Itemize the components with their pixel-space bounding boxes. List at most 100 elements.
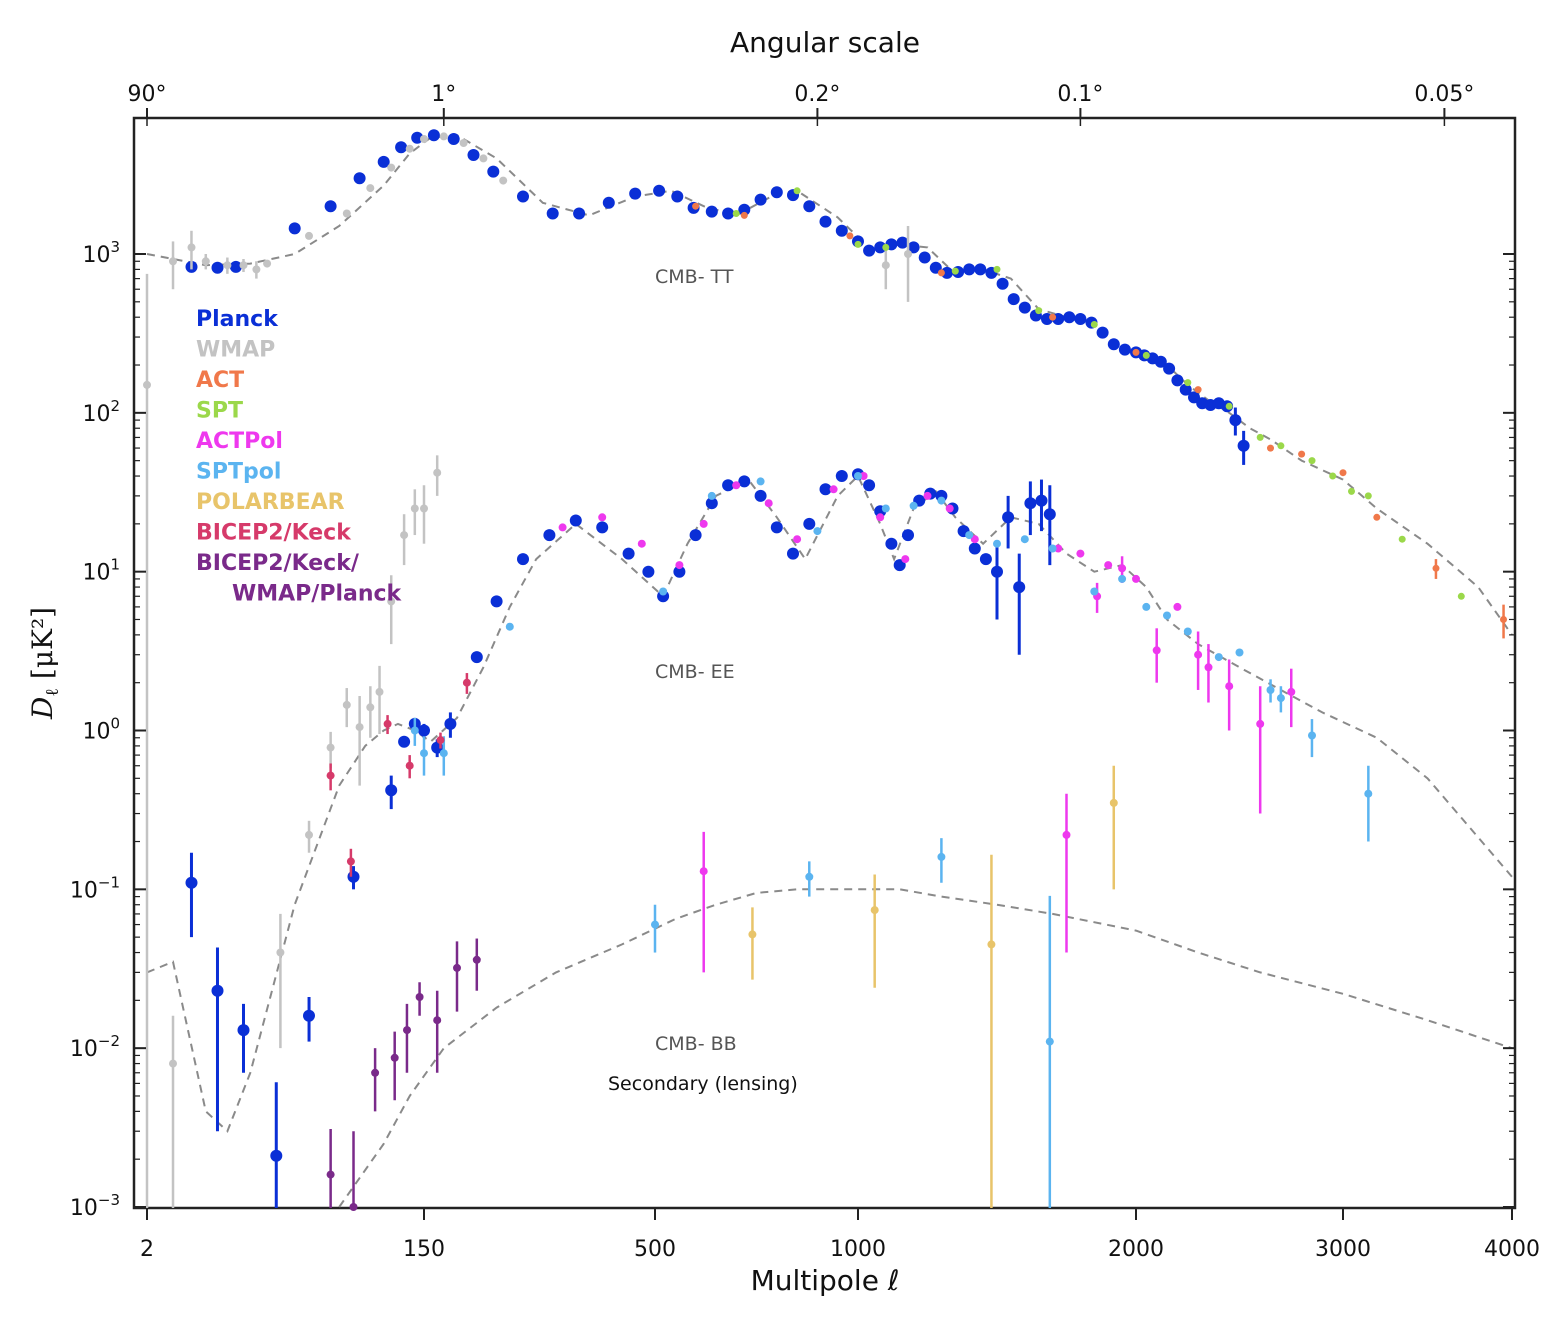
x-axis-title: Multipole ℓ [751,1264,900,1297]
data-point [907,241,920,254]
data-point [270,1149,283,1162]
data-point [699,519,708,528]
data-point [479,154,488,163]
data-point [987,940,996,949]
data-point [1225,402,1233,410]
data-point [756,477,765,486]
data-point [622,547,635,560]
data-point [1179,383,1192,396]
data-point [598,513,607,522]
data-point [487,165,500,178]
data-point [1235,648,1244,657]
data-point [996,277,1009,290]
data-point [937,852,946,861]
data-point [1090,587,1099,596]
data-point [793,187,801,195]
data-point [405,144,414,153]
data-point [383,719,392,728]
data-point [347,870,360,883]
data-point [1054,544,1063,553]
data-point [1225,682,1234,691]
y-axis-title-prefix: D [26,697,59,720]
data-point [881,504,890,513]
data-point [276,948,285,957]
data-point [573,207,586,220]
data-point [968,542,981,555]
data-point [1308,731,1316,740]
data-point [385,784,398,797]
data-point [398,735,411,748]
data-point [945,504,954,513]
top-tick-label: 90° [128,82,167,107]
data-point [1432,564,1440,572]
data-point [499,176,508,185]
data-point [1132,574,1140,583]
data-point [1287,687,1296,696]
data-point [1007,293,1020,306]
data-point [705,497,718,510]
y-tick-label: 102 [82,397,120,427]
data-point [1013,581,1026,594]
data-point [1142,602,1151,611]
data-point [433,468,442,477]
data-point [993,539,1001,548]
series-polarbear [748,765,1118,1208]
data-point [237,1024,250,1037]
data-point [602,196,615,209]
data-point [229,260,242,273]
data-point [859,472,868,480]
data-point [355,723,364,732]
data-point [410,504,419,513]
data-point [1204,663,1213,672]
data-point [470,651,483,664]
series-act [692,202,1507,639]
x-tick-label: 150 [403,1237,445,1262]
data-point [689,529,702,542]
data-point [543,529,556,542]
data-point [453,963,461,972]
data-point [1132,348,1140,356]
data-point [902,529,914,542]
data-point [211,984,224,997]
data-point [819,483,832,496]
data-point [754,489,767,502]
data-point [803,517,816,530]
data-point [653,184,666,197]
data-point [963,263,976,276]
data-point [813,527,822,536]
legend-entry: ACT [196,368,244,393]
data-point [885,537,898,550]
data-point [1348,487,1355,495]
data-point [764,499,773,508]
data-point [342,700,351,709]
data-point [517,190,529,203]
data-point [1035,307,1043,315]
data-point [223,261,232,270]
data-point [211,261,224,274]
data-point [1173,602,1182,611]
data-point [881,261,890,270]
data-point [405,761,414,770]
plot-frame [132,116,1517,1210]
data-point [629,187,642,200]
data-point [1018,301,1031,314]
data-point [1256,719,1265,728]
x-tick-label: 500 [634,1237,676,1262]
data-point [722,479,735,492]
y-axis-title-space [26,679,59,688]
data-point [896,236,909,249]
data-point [326,1170,335,1179]
x-tick-label: 2 [140,1237,154,1262]
data-point [637,539,646,548]
legend: Planck WMAP ACT SPT ACTPol SPTpol POLARBEAR BIC… [196,307,403,607]
data-point [937,496,946,505]
model-curves [146,134,1513,1208]
data-point [420,135,428,143]
data-point [993,265,1001,273]
data-point [415,993,424,1001]
data-point [467,149,480,161]
data-point [324,200,337,213]
series-wmap [143,132,912,1208]
data-point [1194,386,1202,394]
data-point [366,703,375,712]
